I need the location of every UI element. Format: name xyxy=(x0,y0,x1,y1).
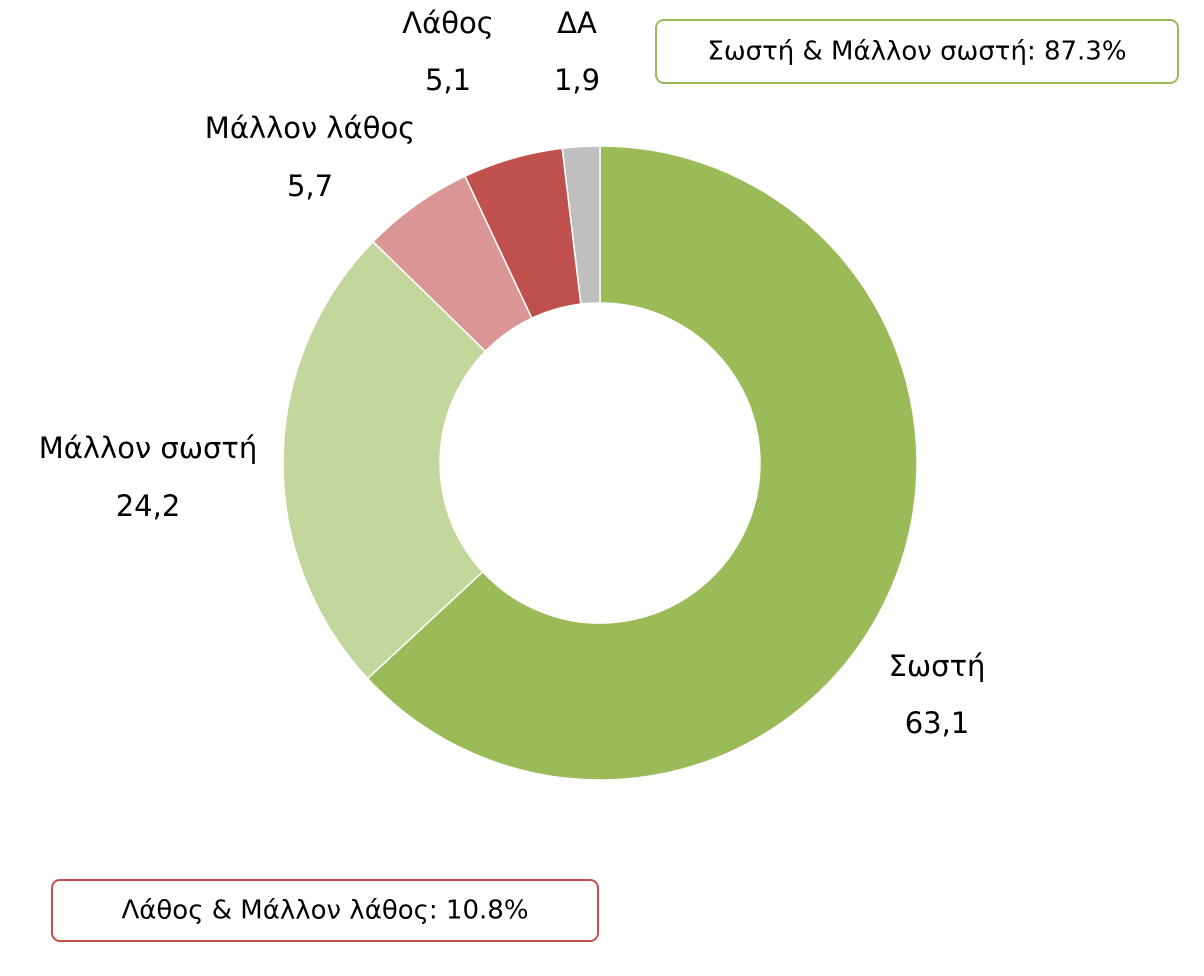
slice-label: ΔΑ xyxy=(557,6,597,40)
slice xyxy=(561,145,601,305)
annotation-box xyxy=(655,19,1179,84)
annotation: Λάθος & Μάλλον λάθος: 10.8% xyxy=(121,896,528,926)
slice-label: Σωστή xyxy=(889,649,986,683)
value-label: 24,2 xyxy=(116,489,181,523)
slice-label: Λάθος xyxy=(402,6,493,40)
annotation-box xyxy=(51,879,599,942)
value-label: 5,7 xyxy=(287,169,333,203)
slice-label: Μάλλον λάθος xyxy=(205,111,415,145)
value-label: 1,9 xyxy=(554,63,600,97)
slice xyxy=(282,240,487,680)
value-label: 5,1 xyxy=(425,63,471,97)
annotation: Σωστή & Μάλλον σωστή: 87.3% xyxy=(707,37,1126,67)
slice xyxy=(366,145,918,781)
slice-label: Μάλλον σωστή xyxy=(39,431,258,465)
value-label: 63,1 xyxy=(905,706,970,740)
